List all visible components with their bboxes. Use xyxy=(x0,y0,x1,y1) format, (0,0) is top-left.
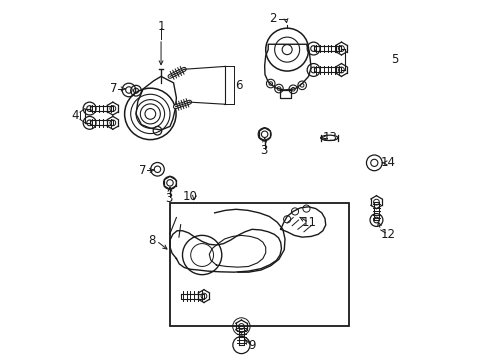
Text: 3: 3 xyxy=(260,144,268,157)
Text: 9: 9 xyxy=(248,338,256,351)
Bar xyxy=(170,203,348,327)
Text: 12: 12 xyxy=(380,228,395,241)
Text: 4: 4 xyxy=(72,109,79,122)
Text: 7: 7 xyxy=(139,164,146,177)
Text: 8: 8 xyxy=(148,234,156,247)
Text: 13: 13 xyxy=(322,131,338,144)
Text: 14: 14 xyxy=(380,156,395,169)
Text: 11: 11 xyxy=(302,216,317,229)
Text: 10: 10 xyxy=(183,190,197,203)
Text: 1: 1 xyxy=(157,20,165,33)
Text: 5: 5 xyxy=(392,53,399,66)
Text: 2: 2 xyxy=(269,12,277,25)
Text: 3: 3 xyxy=(166,193,173,206)
Text: 7: 7 xyxy=(110,82,117,95)
Text: 6: 6 xyxy=(235,79,243,92)
